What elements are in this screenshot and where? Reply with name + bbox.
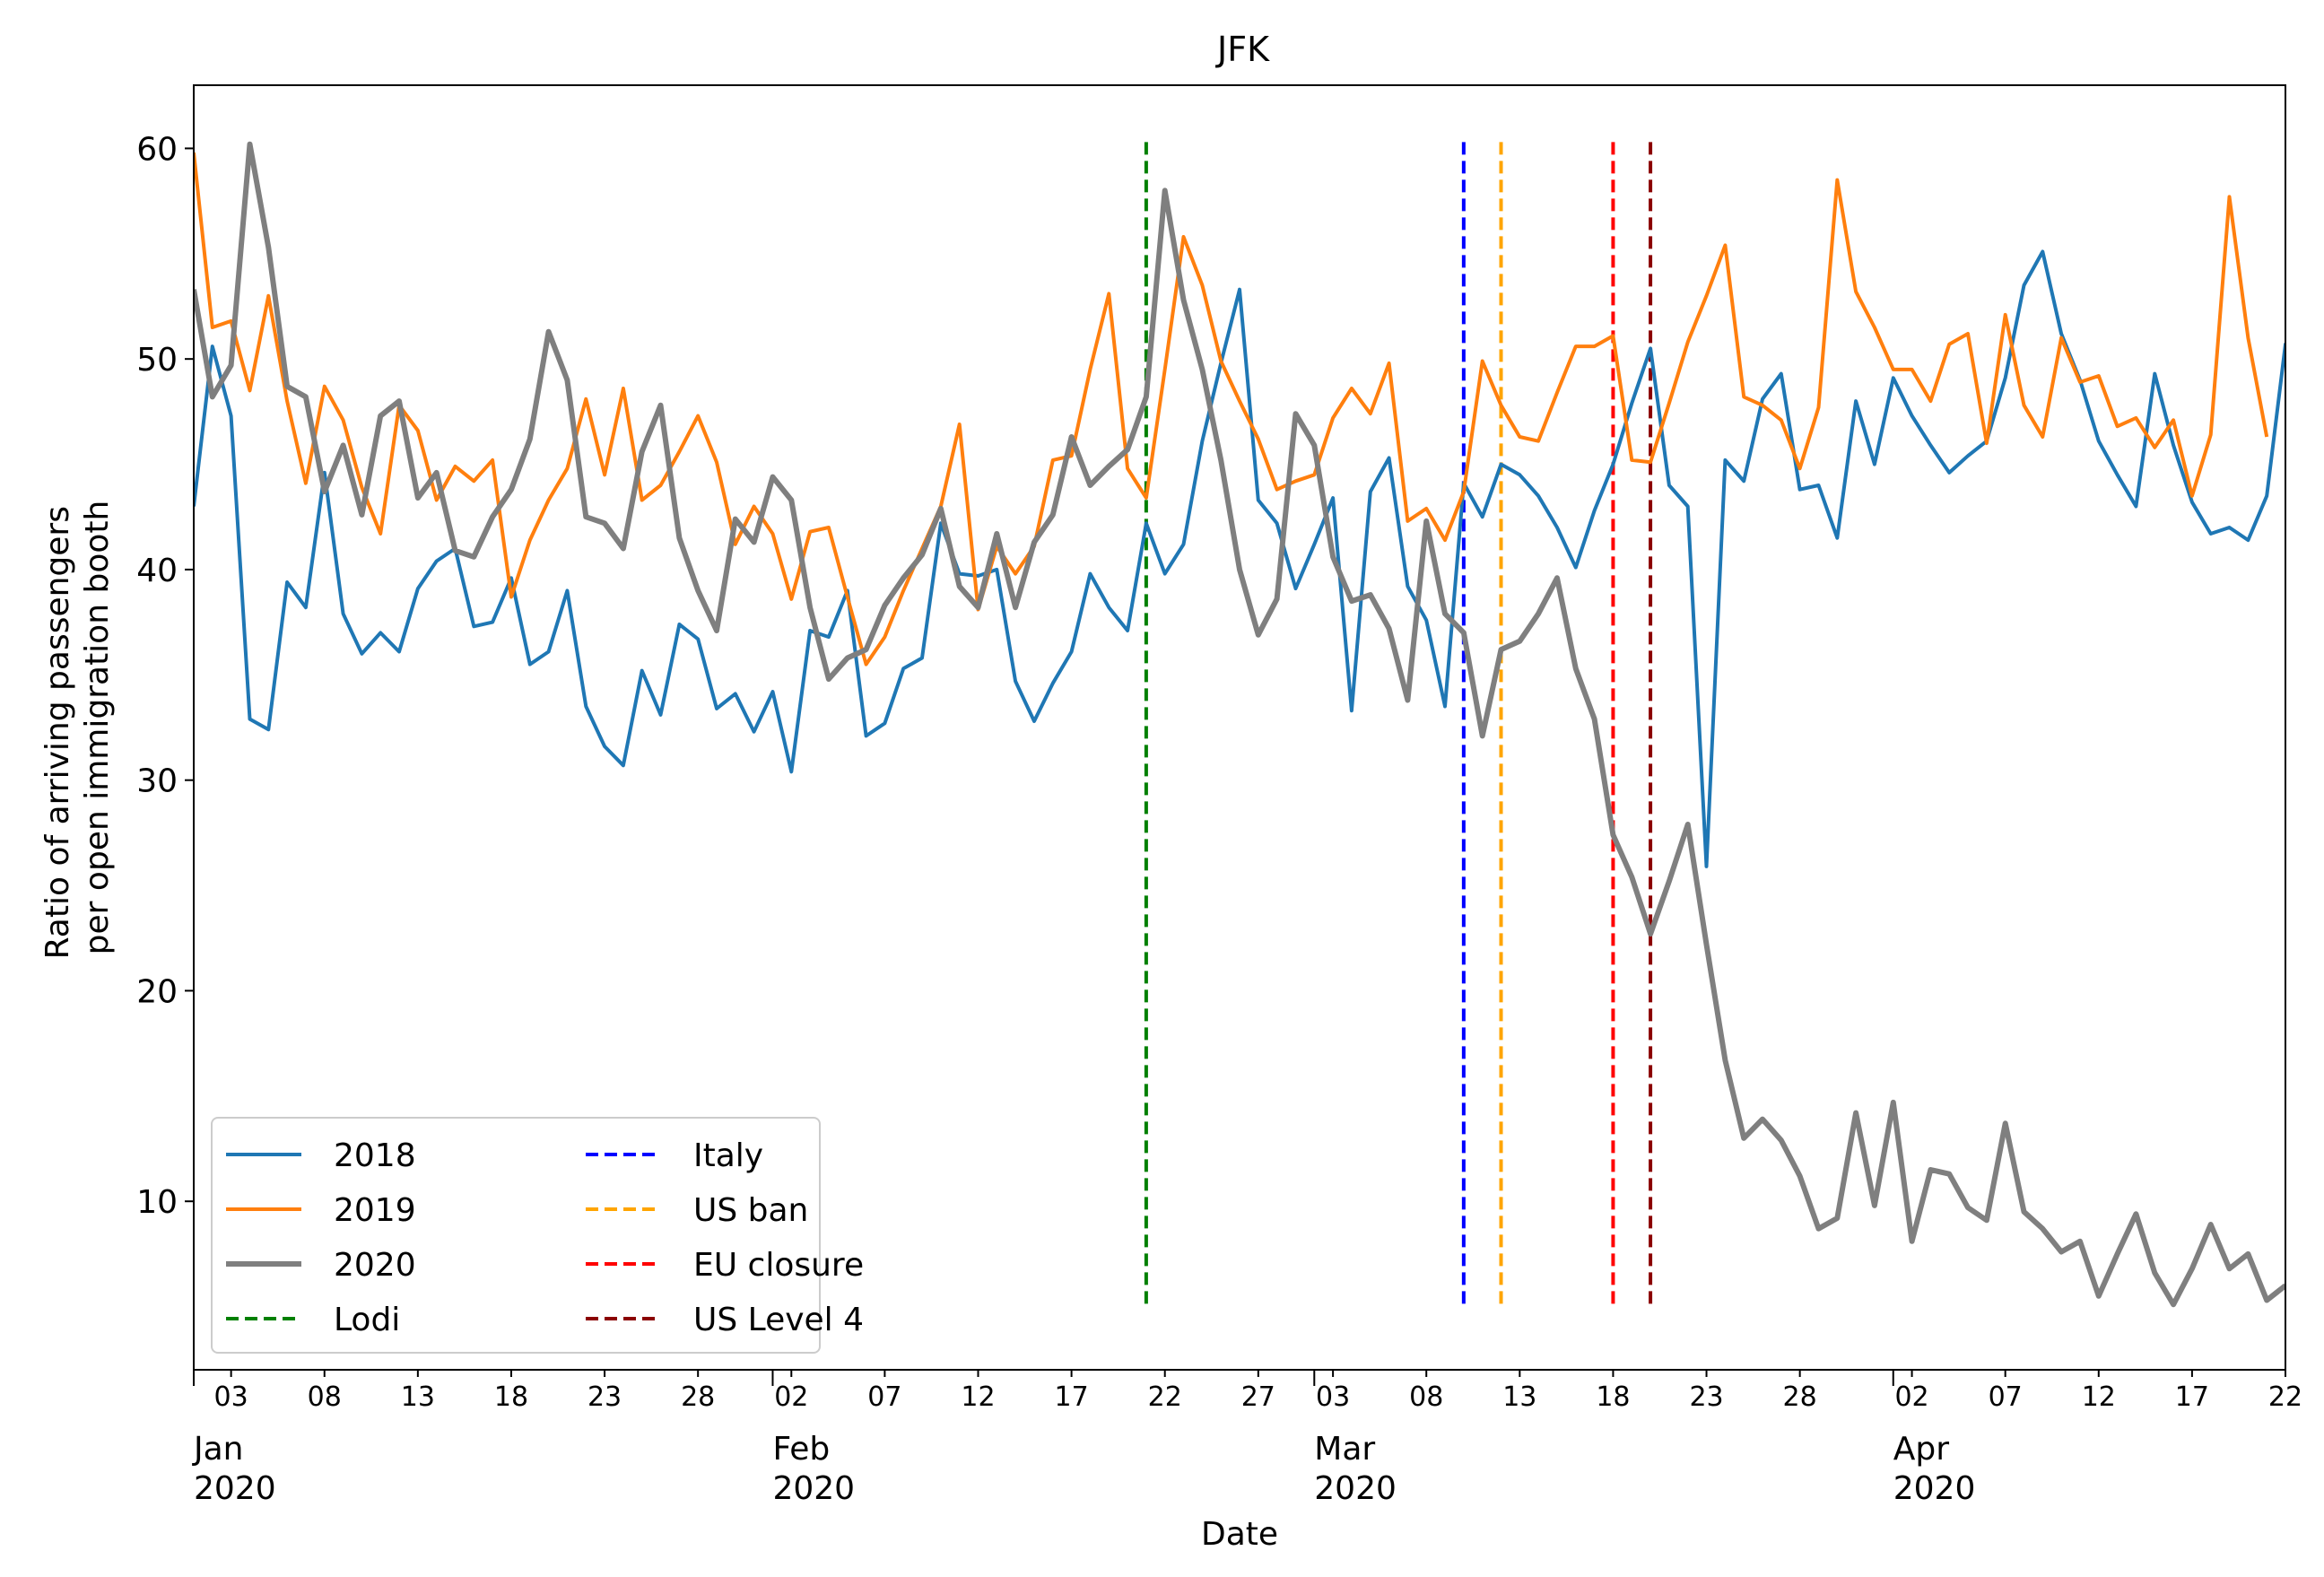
- chart-title: JFK: [1215, 30, 1270, 69]
- x-day-label-22: 22: [2268, 1381, 2302, 1413]
- x-axis-label: Date: [1201, 1516, 1278, 1553]
- x-day-label-9: 17: [1055, 1381, 1089, 1413]
- legend-label-eu-closure: EU closure: [693, 1247, 864, 1284]
- legend-label-us-ban: US ban: [693, 1192, 808, 1229]
- legend-box: [211, 1117, 821, 1354]
- x-axis: 03 08 13 18 23 28 02 07 12 17 22 27 03 08 13 18 23 28 02 07…: [192, 1370, 2302, 1507]
- x-day-label-15: 18: [1596, 1381, 1630, 1413]
- x-month-label-2: Mar: [1314, 1431, 1375, 1468]
- y-tick-label-30: 30: [136, 763, 178, 800]
- x-year-label-3: 2020: [1893, 1470, 1976, 1507]
- series-line-2019: [194, 152, 2269, 667]
- y-tick-label-60: 60: [136, 131, 178, 168]
- x-year-label-2: 2020: [1314, 1470, 1397, 1507]
- y-axis-label-line-2: per open immigration booth: [79, 501, 116, 955]
- series-line-2020: [194, 141, 2285, 1308]
- x-day-label-21: 17: [2175, 1381, 2209, 1413]
- y-tick-label-20: 20: [136, 973, 178, 1010]
- y-axis-label-line-1: Ratio of arriving passengers: [39, 506, 76, 959]
- x-month-label-3: Apr: [1893, 1431, 1949, 1468]
- x-day-label-6: 02: [774, 1381, 808, 1413]
- x-year-label-1: 2020: [772, 1470, 855, 1507]
- legend-label-us-level-4: US Level 4: [693, 1302, 864, 1338]
- y-axis: 10 20 30 40 50 60: [136, 131, 194, 1221]
- x-month-label-0: Jan: [192, 1431, 244, 1468]
- x-day-label-17: 28: [1783, 1381, 1817, 1413]
- x-day-label-4: 23: [588, 1381, 622, 1413]
- x-day-label-3: 18: [494, 1381, 528, 1413]
- x-day-label-12: 03: [1316, 1381, 1350, 1413]
- x-day-label-20: 12: [2082, 1381, 2116, 1413]
- x-day-label-11: 27: [1241, 1381, 1275, 1413]
- legend-label-2019: 2019: [334, 1192, 416, 1229]
- y-tick-label-50: 50: [136, 342, 178, 379]
- x-day-label-14: 13: [1502, 1381, 1536, 1413]
- x-month-label-1: Feb: [772, 1431, 830, 1468]
- x-day-label-1: 08: [308, 1381, 342, 1413]
- x-year-label-0: 2020: [194, 1470, 276, 1507]
- x-day-label-10: 22: [1148, 1381, 1182, 1413]
- series-lines: [194, 141, 2285, 1308]
- x-day-label-0: 03: [214, 1381, 248, 1413]
- x-day-label-19: 07: [1989, 1381, 2023, 1413]
- x-day-label-7: 07: [867, 1381, 901, 1413]
- x-day-label-2: 13: [401, 1381, 435, 1413]
- y-tick-label-10: 10: [136, 1184, 178, 1221]
- plot-frame: [193, 84, 2286, 1371]
- legend-label-lodi: Lodi: [334, 1302, 400, 1338]
- y-tick-label-40: 40: [136, 553, 178, 589]
- legend-label-2020: 2020: [334, 1247, 416, 1284]
- y-axis-label: Ratio of arriving passengers per open im…: [39, 496, 116, 960]
- x-day-label-16: 23: [1689, 1381, 1723, 1413]
- x-day-label-8: 12: [961, 1381, 995, 1413]
- x-day-label-5: 28: [681, 1381, 715, 1413]
- legend-label-2018: 2018: [334, 1137, 416, 1174]
- series-line-2018: [194, 249, 2285, 868]
- legend: 2018 2019 2020 Lodi Italy US ban EU closure US …: [211, 1117, 864, 1354]
- legend-label-italy: Italy: [693, 1137, 763, 1174]
- x-day-label-18: 02: [1894, 1381, 1928, 1413]
- x-day-label-13: 08: [1409, 1381, 1443, 1413]
